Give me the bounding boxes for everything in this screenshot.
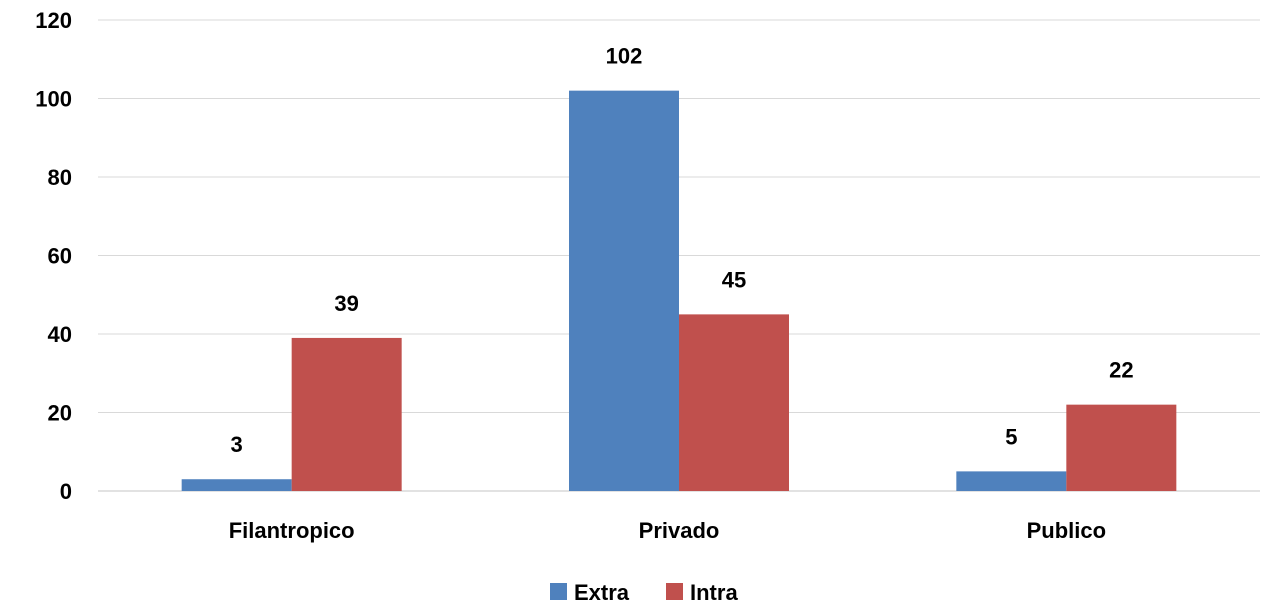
bars [181, 90, 1177, 492]
x-axis-categories: Filantropico Privado Publico [229, 518, 1106, 543]
legend-swatch-intra [666, 583, 683, 600]
y-tick-label: 20 [48, 401, 72, 426]
bar-intra-privado [679, 314, 789, 491]
legend-label-intra: Intra [690, 580, 738, 605]
data-label-intra-publico: 22 [1109, 358, 1133, 383]
y-tick-label: 100 [35, 87, 72, 112]
legend: Extra Intra [550, 580, 738, 605]
data-label-extra-publico: 5 [1005, 424, 1017, 449]
y-tick-label: 60 [48, 244, 72, 269]
bar-extra-publico [956, 471, 1067, 491]
y-tick-label: 0 [60, 479, 72, 504]
bar-intra-publico [1066, 404, 1177, 491]
data-label-intra-filantropico: 39 [334, 291, 358, 316]
y-tick-label: 120 [35, 8, 72, 33]
data-label-extra-privado: 102 [606, 44, 643, 69]
x-category-label: Filantropico [229, 518, 355, 543]
y-tick-label: 40 [48, 322, 72, 347]
legend-swatch-extra [550, 583, 567, 600]
data-label-intra-privado: 45 [722, 267, 746, 292]
data-label-extra-filantropico: 3 [231, 432, 243, 457]
x-category-label: Publico [1027, 518, 1106, 543]
data-labels: 3 39 102 45 5 22 [231, 44, 1134, 458]
bar-intra-filantropico [291, 337, 402, 491]
bar-extra-filantropico [181, 479, 292, 491]
bar-extra-privado [569, 90, 679, 492]
x-category-label: Privado [639, 518, 720, 543]
y-tick-label: 80 [48, 165, 72, 190]
legend-label-extra: Extra [574, 580, 630, 605]
y-axis-ticks: 0 20 40 60 80 100 120 [35, 8, 72, 504]
